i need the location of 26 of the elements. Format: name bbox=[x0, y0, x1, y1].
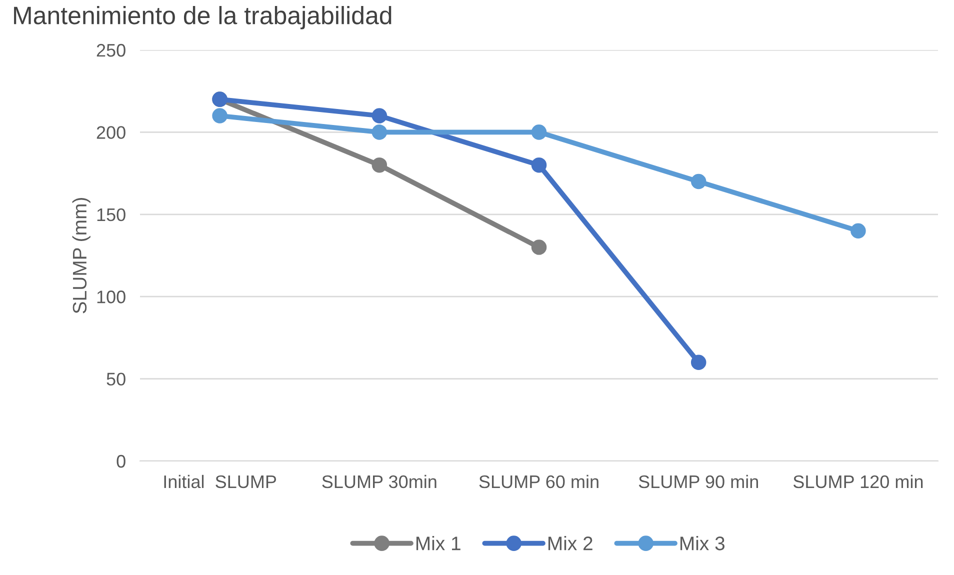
y-tick-label: 50 bbox=[106, 372, 126, 386]
y-tick-label: 150 bbox=[97, 208, 126, 222]
y-tick-label: 0 bbox=[116, 454, 126, 468]
y-tick-label: 100 bbox=[97, 290, 126, 304]
point bbox=[531, 240, 547, 255]
point bbox=[690, 354, 706, 370]
y-axis-title: SLUMP (mm) bbox=[72, 198, 90, 314]
point bbox=[212, 108, 228, 124]
point bbox=[531, 157, 547, 173]
point bbox=[531, 124, 547, 140]
y-tick-label: 200 bbox=[96, 126, 126, 139]
y-tick-label: 250 bbox=[96, 44, 126, 57]
x-tick-label: SLUMP 30min bbox=[322, 474, 436, 488]
point bbox=[850, 223, 866, 238]
x-tick-label: SLUMP 120 min bbox=[793, 474, 923, 488]
point bbox=[690, 174, 706, 190]
point bbox=[372, 124, 388, 140]
chart-title: Mantenimiento de la trabajabilidad bbox=[14, 6, 392, 30]
point bbox=[372, 157, 388, 173]
legend-label: Mix 3 bbox=[680, 536, 724, 550]
x-tick-label: SLUMP 90 min bbox=[638, 474, 758, 488]
point bbox=[372, 108, 388, 124]
legend-label: Mix 1 bbox=[416, 536, 460, 550]
legend-label: Mix 2 bbox=[548, 536, 592, 550]
x-tick-label: Initial SLUMP bbox=[164, 474, 276, 488]
x-tick-label: SLUMP 60 min bbox=[479, 474, 598, 488]
